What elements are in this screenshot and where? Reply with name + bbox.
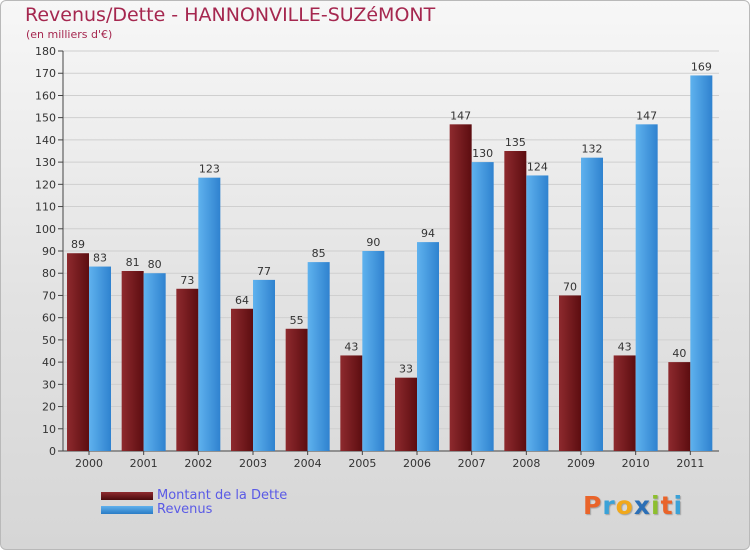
value-label-revenus: 94 [421,227,435,240]
value-label-dette: 64 [235,294,249,307]
x-tick-label: 2005 [348,457,376,470]
value-label-dette: 43 [344,340,358,353]
bar-revenus [362,251,385,451]
value-label-revenus: 77 [257,265,271,278]
x-tick-label: 2008 [512,457,540,470]
value-label-dette: 55 [290,314,304,327]
bar-revenus [635,124,658,451]
x-tick-label: 2004 [294,457,322,470]
logo-letter: r [602,491,616,520]
y-tick-label: 90 [42,245,56,258]
bar-dette [340,355,363,451]
y-tick-label: 0 [49,445,56,458]
x-tick-label: 2011 [676,457,704,470]
bar-dette [449,124,472,451]
value-label-dette: 33 [399,363,413,376]
bar-revenus [471,162,494,451]
proxiti-logo: Proxiti [583,491,683,520]
logo-letter: x [633,491,651,520]
value-label-dette: 43 [618,340,632,353]
value-label-dette: 89 [71,238,85,251]
bar-revenus [307,262,330,451]
y-tick-label: 20 [42,401,56,414]
y-tick-label: 40 [42,356,56,369]
bar-revenus [526,175,549,451]
y-tick-label: 150 [35,112,56,125]
x-tick-label: 2010 [622,457,650,470]
bar-revenus [581,157,603,451]
value-label-dette: 135 [505,136,526,149]
legend-swatch-dette [101,492,153,500]
x-tick-label: 2001 [130,457,158,470]
y-tick-label: 170 [35,67,56,80]
bar-dette [613,355,636,451]
value-label-revenus: 85 [312,247,326,260]
logo-letter: P [583,491,603,520]
y-tick-label: 70 [42,289,56,302]
bar-dette [285,328,308,451]
x-tick-label: 2007 [458,457,486,470]
bar-revenus [253,279,275,451]
y-tick-label: 160 [35,89,56,102]
y-tick-label: 120 [35,178,56,191]
y-tick-label: 80 [42,267,56,280]
value-label-dette: 73 [180,274,194,287]
bar-revenus [417,242,439,451]
bar-dette [67,253,89,451]
value-label-revenus: 132 [582,143,603,156]
y-tick-label: 110 [35,201,56,214]
x-tick-label: 2006 [403,457,431,470]
value-label-dette: 40 [672,347,686,360]
value-label-revenus: 130 [472,147,493,160]
chart-subtitle: (en milliers d'€) [26,28,113,41]
bar-revenus [89,266,111,451]
legend-label-dette: Montant de la Dette [157,488,288,503]
bar-revenus [143,273,166,451]
bar-dette [121,271,144,451]
bar-dette [176,288,199,451]
value-label-dette: 81 [126,256,140,269]
bar-dette [668,362,691,451]
logo-letter: t [660,491,674,520]
y-tick-label: 130 [35,156,56,169]
y-tick-label: 140 [35,134,56,147]
logo-letter: o [615,491,634,520]
value-label-revenus: 80 [148,258,162,271]
bar-revenus [690,75,713,451]
value-label-dette: 70 [563,280,577,293]
bar-dette [559,295,581,451]
x-tick-label: 2003 [239,457,267,470]
y-tick-label: 50 [42,334,56,347]
logo-letter: i [651,491,661,520]
chart-title: Revenus/Dette - HANNONVILLE-SUZéMONT [25,4,436,26]
y-tick-label: 100 [35,223,56,236]
value-label-revenus: 124 [527,160,548,173]
y-tick-label: 10 [42,423,56,436]
legend-swatch-revenus [101,506,153,514]
bar-dette [504,151,527,451]
value-label-revenus: 83 [93,252,107,265]
value-label-revenus: 147 [636,109,657,122]
bar-revenus [198,177,221,451]
x-tick-label: 2009 [567,457,595,470]
value-label-dette: 147 [450,109,471,122]
value-label-revenus: 90 [366,236,380,249]
bar-dette [395,377,417,451]
value-label-revenus: 123 [199,163,220,176]
x-tick-label: 2002 [184,457,212,470]
y-tick-label: 180 [35,45,56,58]
bar-dette [231,308,253,451]
y-tick-label: 30 [42,378,56,391]
y-tick-label: 60 [42,312,56,325]
value-label-revenus: 169 [691,60,712,73]
x-tick-label: 2000 [75,457,103,470]
logo-letter: i [673,491,684,520]
legend-label-revenus: Revenus [157,502,213,517]
